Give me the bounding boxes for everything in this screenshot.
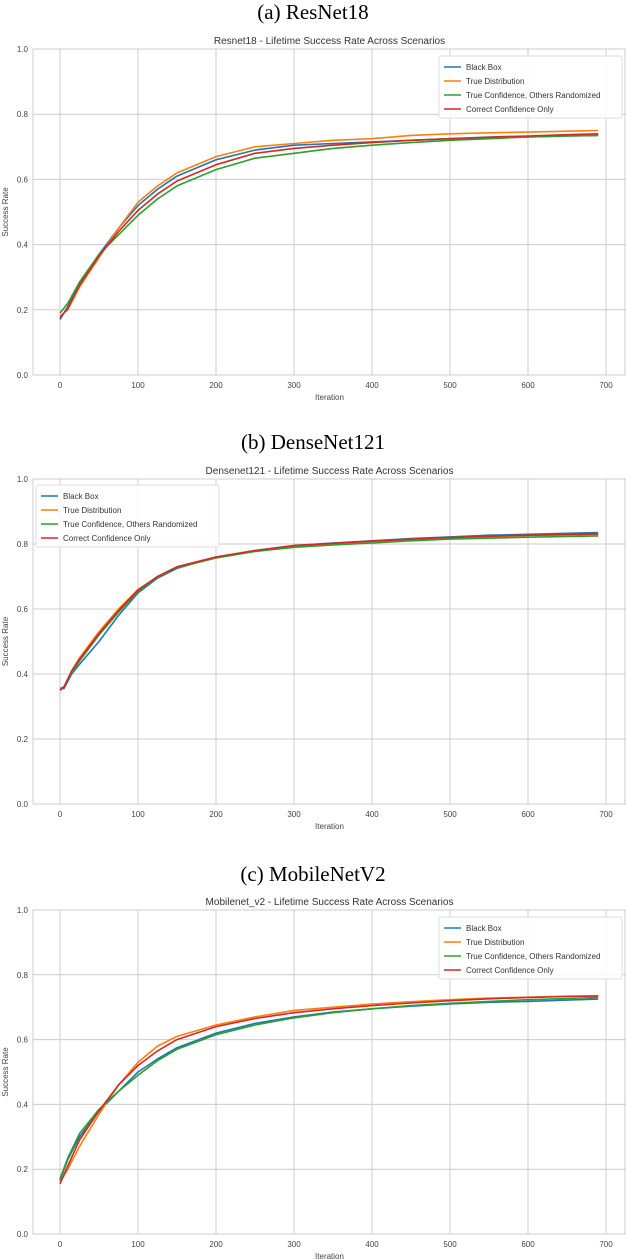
x-tick-label: 600 <box>521 1240 535 1249</box>
chart-densenet121: 0.0 0.2 0.4 0.6 0.8 1.0 0 100 200 300 400 500 600 700… <box>1 475 626 831</box>
y-tick-label: 0.4 <box>17 1100 29 1109</box>
legend-label: True Distribution <box>466 938 524 947</box>
x-tick-label: 0 <box>58 381 63 390</box>
y-tick-label: 0.0 <box>17 371 29 380</box>
y-tick-label: 0.0 <box>17 800 29 809</box>
y-tick-label: 1.0 <box>17 475 29 484</box>
y-tick-label: 0.2 <box>17 1165 29 1174</box>
series-line <box>59 996 599 1180</box>
chart-resnet18: 0.0 0.2 0.4 0.6 0.8 1.0 0 100 200 300 400 500 600 700… <box>1 45 626 402</box>
x-tick-label: 700 <box>599 810 613 819</box>
legend-label: Correct Confidence Only <box>63 534 151 543</box>
chart-title-mobilenetv2: Mobilenet_v2 - Lifetime Success Rate Acr… <box>205 897 454 908</box>
series-line <box>59 129 599 317</box>
x-tick-label: 500 <box>443 810 457 819</box>
y-tick-label: 0.4 <box>17 670 29 679</box>
y-tick-label: 1.0 <box>17 906 29 915</box>
y-tick-label: 0.2 <box>17 306 29 315</box>
y-axis-label: Success Rate <box>1 1047 10 1097</box>
legend: Black Box True Distribution True Confidenc… <box>438 916 623 980</box>
legend: Black Box True Distribution True Confidenc… <box>438 55 623 119</box>
legend-label: True Distribution <box>63 506 121 515</box>
x-tick-label: 400 <box>365 381 379 390</box>
series-line <box>59 533 599 691</box>
chart-title-resnet18: Resnet18 - Lifetime Success Rate Across … <box>213 36 446 47</box>
x-tick-label: 500 <box>443 381 457 390</box>
legend-label: Black Box <box>466 63 502 72</box>
legend-label: True Confidence, Others Randomized <box>63 520 197 529</box>
caption-densenet121: (b) DenseNet121 <box>240 430 386 454</box>
series-line <box>59 133 599 319</box>
x-tick-label: 200 <box>209 381 223 390</box>
y-tick-label: 0.8 <box>17 971 29 980</box>
y-tick-label: 0.8 <box>17 110 29 119</box>
legend-label: True Confidence, Others Randomized <box>466 952 600 961</box>
y-tick-label: 0.2 <box>17 735 29 744</box>
y-tick-label: 0.8 <box>17 540 29 549</box>
x-tick-label: 200 <box>209 1240 223 1249</box>
y-axis-label: Success Rate <box>1 187 10 237</box>
y-tick-label: 0.6 <box>17 1036 29 1045</box>
x-tick-label: 600 <box>521 810 535 819</box>
caption-mobilenetv2: (c) MobileNetV2 <box>240 862 386 886</box>
y-tick-label: 0.0 <box>17 1230 29 1239</box>
legend: Black Box True Distribution True Confidenc… <box>35 484 220 548</box>
y-tick-label: 0.4 <box>17 241 29 250</box>
legend-label: Correct Confidence Only <box>466 966 554 975</box>
x-tick-label: 300 <box>287 810 301 819</box>
y-tick-label: 0.6 <box>17 605 29 614</box>
y-tick-label: 1.0 <box>17 45 29 54</box>
x-tick-label: 0 <box>58 1240 63 1249</box>
legend-label: Correct Confidence Only <box>466 105 554 114</box>
x-tick-label: 700 <box>599 381 613 390</box>
x-tick-label: 100 <box>131 1240 145 1249</box>
x-tick-label: 0 <box>58 810 63 819</box>
series-line <box>59 995 599 1185</box>
chart-title-densenet121: Densenet121 - Lifetime Success Rate Acro… <box>205 466 454 477</box>
x-axis-label: Iteration <box>315 393 344 402</box>
x-tick-label: 300 <box>287 381 301 390</box>
x-tick-label: 100 <box>131 810 145 819</box>
x-tick-label: 200 <box>209 810 223 819</box>
x-axis-label: Iteration <box>315 822 344 831</box>
caption-resnet18: (a) ResNet18 <box>257 0 369 24</box>
x-tick-label: 400 <box>365 1240 379 1249</box>
legend-label: Black Box <box>466 924 502 933</box>
x-tick-label: 300 <box>287 1240 301 1249</box>
legend-label: Black Box <box>63 492 99 501</box>
x-axis-label: Iteration <box>315 1252 344 1260</box>
x-tick-label: 100 <box>131 381 145 390</box>
series-line <box>59 134 599 314</box>
x-tick-label: 400 <box>365 810 379 819</box>
series-line <box>59 535 599 690</box>
y-tick-label: 0.6 <box>17 175 29 184</box>
legend-label: True Distribution <box>466 77 524 86</box>
x-tick-label: 500 <box>443 1240 457 1249</box>
legend-label: True Confidence, Others Randomized <box>466 91 600 100</box>
y-axis-label: Success Rate <box>1 616 10 666</box>
x-tick-label: 700 <box>599 1240 613 1249</box>
x-tick-label: 600 <box>521 381 535 390</box>
